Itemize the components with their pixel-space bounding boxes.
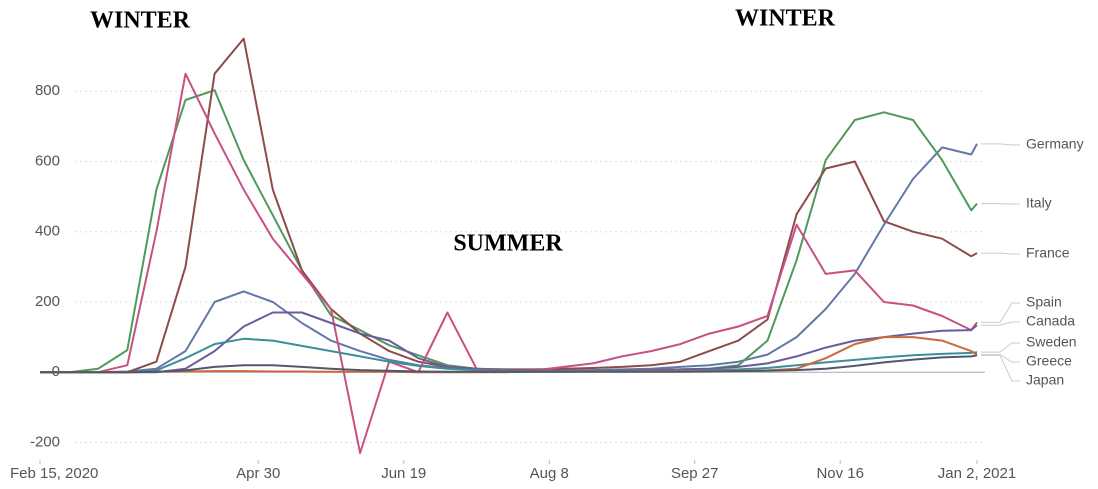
series-line <box>40 37 978 374</box>
leader-line <box>981 354 1020 363</box>
annotation: SUMMER <box>453 231 563 257</box>
leader-line <box>981 354 1020 382</box>
legend-label: Japan <box>1026 372 1064 388</box>
x-tick-label: Apr 30 <box>236 465 280 482</box>
leader-line <box>981 302 1020 323</box>
leader-line <box>981 321 1020 326</box>
x-tick-label: Jan 2, 2021 <box>938 465 1016 482</box>
legend-label: Canada <box>1026 313 1075 329</box>
legend-label: Sweden <box>1026 334 1077 350</box>
series-line <box>40 354 978 374</box>
legend-label: Italy <box>1026 195 1052 211</box>
legend-label: France <box>1026 245 1070 261</box>
x-tick-label: Feb 15, 2020 <box>10 465 98 482</box>
y-tick-label: 200 <box>35 293 60 310</box>
annotation: WINTER <box>735 6 836 32</box>
y-tick-label: 600 <box>35 152 60 169</box>
y-tick-label: 400 <box>35 223 60 240</box>
annotation: WINTER <box>90 8 191 34</box>
legend-label: Greece <box>1026 353 1072 369</box>
leader-line <box>981 252 1020 255</box>
series-line <box>40 143 978 374</box>
legend-label: Spain <box>1026 294 1062 310</box>
x-tick-label: Jun 19 <box>381 465 426 482</box>
leader-line <box>981 342 1020 353</box>
legend-label: Germany <box>1026 136 1084 152</box>
x-tick-label: Aug 8 <box>530 465 569 482</box>
series-line <box>40 311 978 374</box>
x-tick-label: Nov 16 <box>816 465 864 482</box>
y-tick-label: -200 <box>30 433 60 450</box>
series-line <box>40 72 978 454</box>
y-tick-label: 800 <box>35 82 60 99</box>
leader-line <box>981 143 1020 146</box>
x-tick-label: Sep 27 <box>671 465 719 482</box>
